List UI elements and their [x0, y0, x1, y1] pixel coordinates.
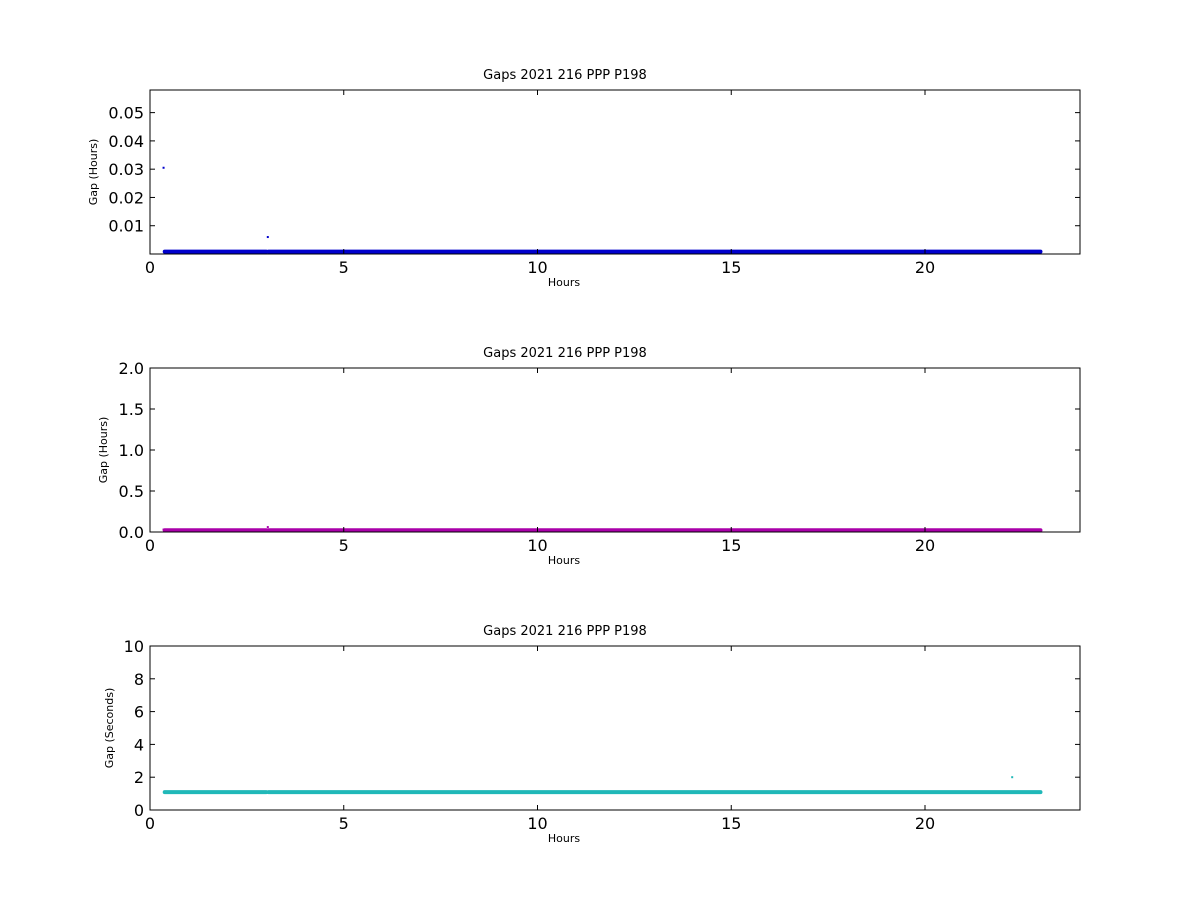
x-axis-label: Hours — [548, 276, 580, 289]
x-tick-label: 10 — [527, 536, 547, 555]
x-tick-label: 5 — [339, 536, 349, 555]
data-point-1-2 — [266, 236, 269, 239]
x-tick-label: 0 — [145, 258, 155, 277]
x-tick-label: 0 — [145, 536, 155, 555]
x-axis-label: Hours — [548, 554, 580, 567]
x-tick-label: 15 — [721, 536, 741, 555]
y-tick-label: 8 — [134, 670, 144, 689]
x-tick-label: 20 — [915, 258, 935, 277]
y-tick-label: 0.02 — [108, 188, 144, 207]
data-point-1-1 — [162, 166, 165, 169]
y-tick-label: 6 — [134, 703, 144, 722]
y-tick-label: 0.03 — [108, 160, 144, 179]
y-tick-label: 2.0 — [119, 359, 144, 378]
y-tick-label: 0.0 — [119, 523, 144, 542]
y-tick-label: 0.01 — [108, 217, 144, 236]
x-tick-label: 5 — [339, 258, 349, 277]
axes-frame — [149, 645, 1081, 811]
y-tick-label: 0.05 — [108, 104, 144, 123]
axes-frame — [149, 89, 1081, 255]
axes-frame — [149, 367, 1081, 533]
x-tick-label: 20 — [915, 536, 935, 555]
y-axis-label: Gap (Seconds) — [103, 688, 116, 769]
x-tick-label: 15 — [721, 258, 741, 277]
y-tick-label: 0 — [134, 801, 144, 820]
subplot-1: 0 5 10 15 20 0.01 0.02 0.03 0.04 0.05 Gaps 2021 21… — [87, 68, 1081, 289]
chart-title: Gaps 2021 216 PPP P198 — [483, 624, 647, 639]
data-point-3-1 — [1011, 776, 1014, 779]
y-tick-label: 2 — [134, 768, 144, 787]
x-tick-label: 10 — [527, 258, 547, 277]
x-axis-label: Hours — [548, 832, 580, 845]
subplot-3: 0 5 10 15 20 0 2 4 6 8 10 Gaps 2021 216 PPP P198 Hou… — [103, 624, 1081, 845]
y-axis-label: Gap (Hours) — [87, 139, 100, 206]
y-tick-label: 4 — [134, 735, 144, 754]
data-point-2-1 — [162, 528, 165, 531]
y-tick-label: 1.5 — [119, 400, 144, 419]
x-tick-label: 15 — [721, 814, 741, 833]
subplot-2: 0 5 10 15 20 0.0 0.5 1.0 1.5 2.0 Gaps 2021 216 PPP… — [97, 346, 1081, 567]
chart-title: Gaps 2021 216 PPP P198 — [483, 346, 647, 361]
y-tick-label: 0.5 — [119, 482, 144, 501]
x-tick-label: 5 — [339, 814, 349, 833]
y-tick-label: 0.04 — [108, 132, 144, 151]
x-tick-label: 20 — [915, 814, 935, 833]
data-point-2-2 — [266, 526, 269, 529]
chart-title: Gaps 2021 216 PPP P198 — [483, 68, 647, 83]
y-tick-label: 10 — [124, 637, 144, 656]
y-axis-label: Gap (Hours) — [97, 417, 110, 484]
x-tick-label: 10 — [527, 814, 547, 833]
y-tick-label: 1.0 — [119, 441, 144, 460]
x-tick-label: 0 — [145, 814, 155, 833]
